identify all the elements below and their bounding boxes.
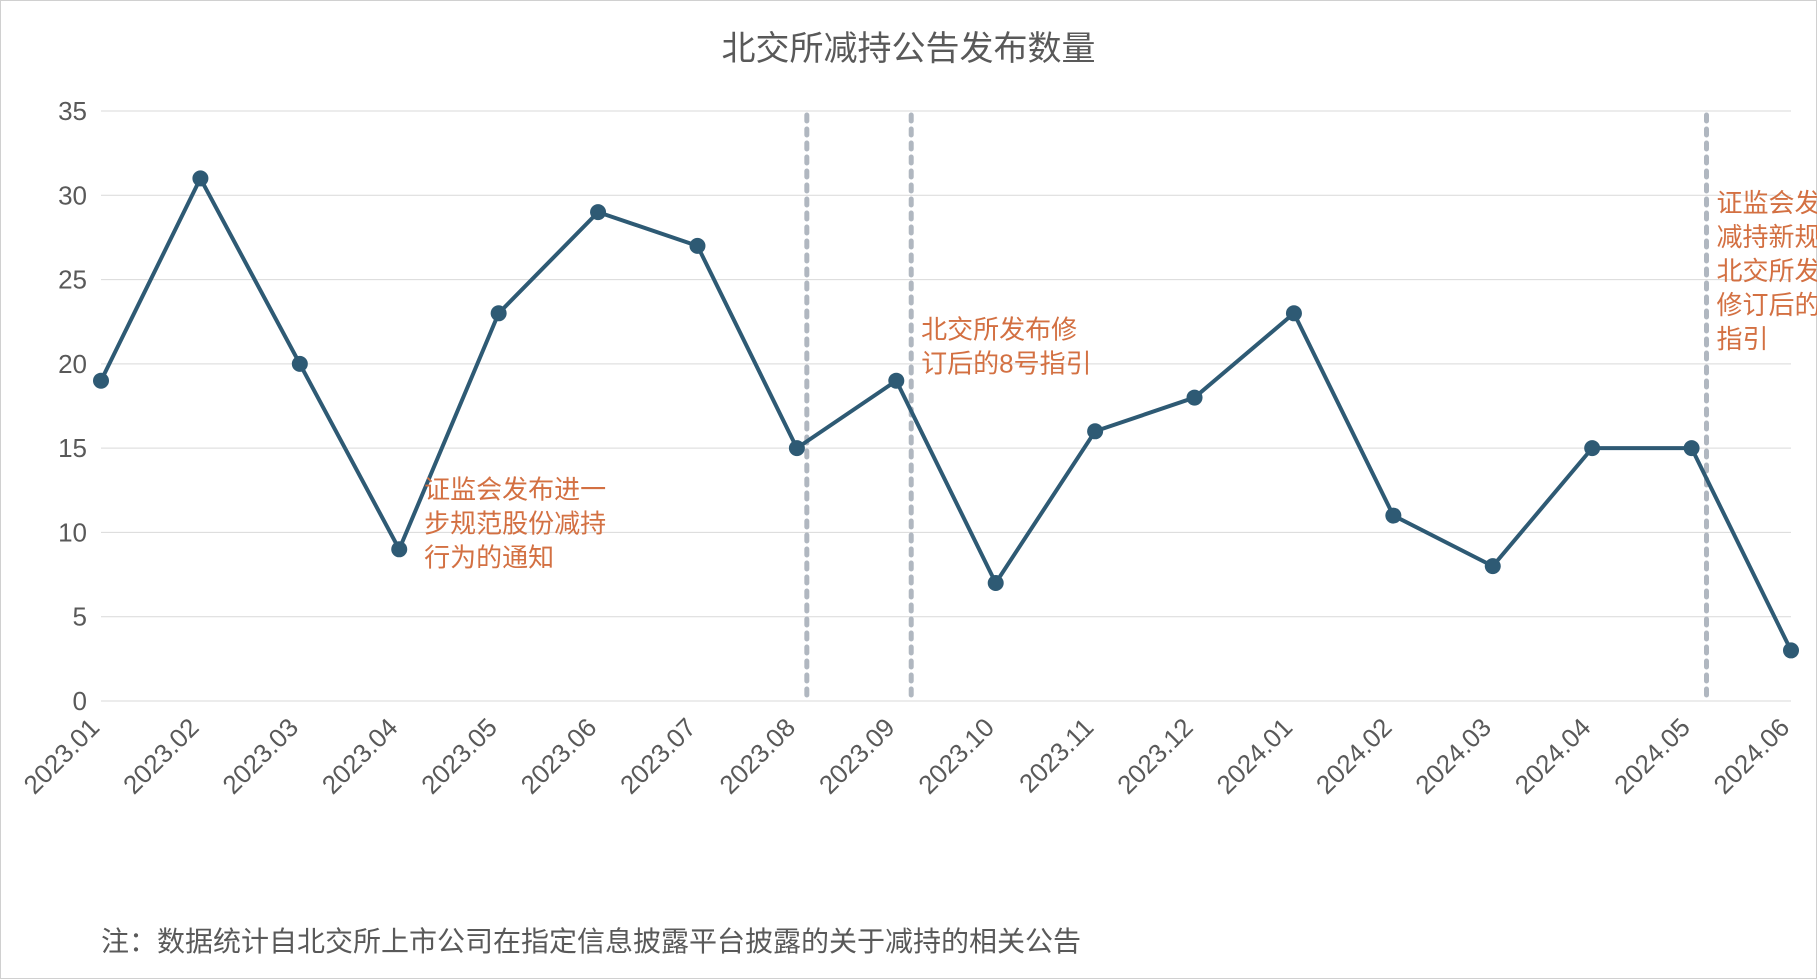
x-tick-label: 2023.02 [117, 712, 205, 800]
data-marker [491, 305, 507, 321]
y-tick-label: 15 [58, 433, 87, 463]
y-tick-label: 0 [73, 686, 87, 716]
annotation-text: 修订后的8号 [1716, 290, 1817, 320]
data-marker [391, 541, 407, 557]
chart-footnote: 注：数据统计自北交所上市公司在指定信息披露平台披露的关于减持的相关公告 [101, 920, 1081, 960]
x-tick-label: 2024.03 [1409, 712, 1497, 800]
annotation-text: 证监会发布 [1716, 188, 1817, 218]
x-tick-label: 2023.09 [813, 712, 901, 800]
annotation-text: 行为的通知 [424, 543, 554, 573]
data-marker [1684, 440, 1700, 456]
x-tick-label: 2023.04 [316, 712, 404, 800]
annotation-text: 北交所发布 [1716, 256, 1817, 286]
data-marker [292, 356, 308, 372]
x-tick-label: 2024.05 [1608, 712, 1696, 800]
annotation-text: 订后的8号指引 [921, 349, 1091, 379]
y-tick-label: 5 [73, 602, 87, 632]
y-tick-label: 10 [58, 517, 87, 547]
x-tick-label: 2024.01 [1211, 712, 1299, 800]
chart-container: 北交所减持公告发布数量 051015202530352023.012023.02… [0, 0, 1817, 979]
annotation-text: 证监会发布进一 [424, 475, 606, 505]
x-tick-label: 2023.06 [515, 712, 603, 800]
data-marker [590, 204, 606, 220]
data-marker [988, 575, 1004, 591]
x-tick-label: 2024.04 [1509, 712, 1597, 800]
x-tick-label: 2023.10 [912, 712, 1000, 800]
data-marker [1485, 558, 1501, 574]
y-tick-label: 35 [58, 96, 87, 126]
x-tick-label: 2023.12 [1111, 712, 1199, 800]
x-tick-label: 2023.05 [415, 712, 503, 800]
data-marker [1385, 508, 1401, 524]
x-tick-label: 2023.07 [614, 712, 702, 800]
x-tick-label: 2024.02 [1310, 712, 1398, 800]
annotation-text: 步规范股份减持 [424, 509, 606, 539]
annotation-text: 北交所发布修 [921, 315, 1077, 345]
x-tick-label: 2023.03 [216, 712, 304, 800]
x-tick-label: 2024.06 [1708, 712, 1796, 800]
line-chart: 051015202530352023.012023.022023.032023.… [1, 1, 1817, 980]
data-line [101, 178, 1791, 650]
x-tick-label: 2023.01 [18, 712, 106, 800]
y-tick-label: 30 [58, 180, 87, 210]
data-marker [689, 238, 705, 254]
data-marker [1783, 642, 1799, 658]
annotation-text: 指引 [1716, 324, 1768, 354]
data-marker [1286, 305, 1302, 321]
x-tick-label: 2023.08 [713, 712, 801, 800]
data-marker [93, 373, 109, 389]
data-marker [1584, 440, 1600, 456]
y-tick-label: 25 [58, 265, 87, 295]
y-tick-label: 20 [58, 349, 87, 379]
data-marker [1187, 390, 1203, 406]
data-marker [1087, 423, 1103, 439]
annotation-text: 减持新规、 [1716, 222, 1817, 252]
data-marker [192, 170, 208, 186]
data-marker [789, 440, 805, 456]
data-marker [888, 373, 904, 389]
x-tick-label: 2023.11 [1013, 712, 1099, 798]
